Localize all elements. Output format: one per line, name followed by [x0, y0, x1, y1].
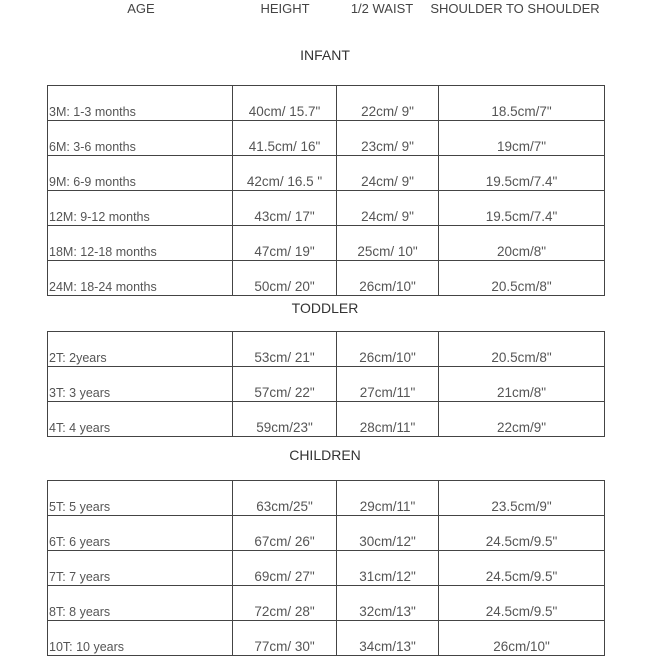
- header-age: AGE: [127, 1, 155, 16]
- size-table-infant: 3M: 1-3 months 40cm/ 15.7" 22cm/ 9" 18.5cm/…: [47, 85, 605, 296]
- section-title: TODDLER: [291, 300, 359, 316]
- shoulder-cell: 19.5cm/7.4": [438, 155, 605, 191]
- height-cell: 50cm/ 20": [232, 260, 337, 296]
- height-cell: 72cm/ 28": [232, 585, 337, 621]
- table-row: 3T: 3 years 57cm/ 22" 27cm/11" 21cm/8": [47, 366, 605, 402]
- shoulder-cell: 19.5cm/7.4": [438, 190, 605, 226]
- shoulder-cell: 21cm/8": [438, 366, 605, 402]
- height-cell: 67cm/ 26": [232, 515, 337, 551]
- age-cell: 12M: 9-12 months: [47, 190, 233, 226]
- age-cell: 7T: 7 years: [47, 550, 233, 586]
- size-table-toddler: 2T: 2years 53cm/ 21" 26cm/10" 20.5cm/8" 3T: …: [47, 331, 605, 437]
- shoulder-cell: 18.5cm/7": [438, 85, 605, 121]
- table-row: 6M: 3-6 months 41.5cm/ 16" 23cm/ 9" 19cm/7": [47, 120, 605, 156]
- shoulder-cell: 22cm/9": [438, 401, 605, 437]
- age-cell: 3T: 3 years: [47, 366, 233, 402]
- shoulder-cell: 24.5cm/9.5": [438, 550, 605, 586]
- table-row: 5T: 5 years 63cm/25" 29cm/11" 23.5cm/9": [47, 480, 605, 516]
- age-cell: 6T: 6 years: [47, 515, 233, 551]
- header-waist: 1/2 WAIST: [350, 1, 414, 16]
- waist-cell: 26cm/10": [336, 260, 439, 296]
- waist-cell: 30cm/12": [336, 515, 439, 551]
- waist-cell: 25cm/ 10": [336, 225, 439, 261]
- shoulder-cell: 23.5cm/9": [438, 480, 605, 516]
- height-cell: 53cm/ 21": [232, 331, 337, 367]
- waist-cell: 28cm/11": [336, 401, 439, 437]
- age-cell: 2T: 2years: [47, 331, 233, 367]
- table-row: 8T: 8 years 72cm/ 28" 32cm/13" 24.5cm/9.5": [47, 585, 605, 621]
- height-cell: 77cm/ 30": [232, 620, 337, 656]
- waist-cell: 32cm/13": [336, 585, 439, 621]
- age-cell: 9M: 6-9 months: [47, 155, 233, 191]
- shoulder-cell: 20.5cm/8": [438, 331, 605, 367]
- height-cell: 43cm/ 17": [232, 190, 337, 226]
- shoulder-cell: 19cm/7": [438, 120, 605, 156]
- age-cell: 6M: 3-6 months: [47, 120, 233, 156]
- waist-cell: 26cm/10": [336, 331, 439, 367]
- table-row: 18M: 12-18 months 47cm/ 19" 25cm/ 10" 20cm/…: [47, 225, 605, 261]
- table-row: 12M: 9-12 months 43cm/ 17" 24cm/ 9" 19.5cm/…: [47, 190, 605, 226]
- height-cell: 47cm/ 19": [232, 225, 337, 261]
- waist-cell: 22cm/ 9": [336, 85, 439, 121]
- header-shoulder: SHOULDER TO SHOULDER: [430, 1, 600, 16]
- height-cell: 59cm/23": [232, 401, 337, 437]
- age-cell: 18M: 12-18 months: [47, 225, 233, 261]
- waist-cell: 31cm/12": [336, 550, 439, 586]
- table-row: 2T: 2years 53cm/ 21" 26cm/10" 20.5cm/8": [47, 331, 605, 367]
- waist-cell: 24cm/ 9": [336, 155, 439, 191]
- size-table-children: 5T: 5 years 63cm/25" 29cm/11" 23.5cm/9" 6T: …: [47, 480, 605, 656]
- waist-cell: 23cm/ 9": [336, 120, 439, 156]
- age-cell: 24M: 18-24 months: [47, 260, 233, 296]
- waist-cell: 24cm/ 9": [336, 190, 439, 226]
- height-cell: 42cm/ 16.5 ": [232, 155, 337, 191]
- shoulder-cell: 20.5cm/8": [438, 260, 605, 296]
- height-cell: 57cm/ 22": [232, 366, 337, 402]
- waist-cell: 29cm/11": [336, 480, 439, 516]
- table-row: 6T: 6 years 67cm/ 26" 30cm/12" 24.5cm/9.5": [47, 515, 605, 551]
- height-cell: 69cm/ 27": [232, 550, 337, 586]
- age-cell: 3M: 1-3 months: [47, 85, 233, 121]
- table-row: 4T: 4 years 59cm/23" 28cm/11" 22cm/9": [47, 401, 605, 437]
- age-cell: 4T: 4 years: [47, 401, 233, 437]
- shoulder-cell: 24.5cm/9.5": [438, 515, 605, 551]
- shoulder-cell: 24.5cm/9.5": [438, 585, 605, 621]
- table-row: 9M: 6-9 months 42cm/ 16.5 " 24cm/ 9" 19.5cm…: [47, 155, 605, 191]
- section-title: CHILDREN: [289, 447, 361, 463]
- age-cell: 8T: 8 years: [47, 585, 233, 621]
- age-cell: 5T: 5 years: [47, 480, 233, 516]
- height-cell: 41.5cm/ 16": [232, 120, 337, 156]
- height-cell: 63cm/25": [232, 480, 337, 516]
- age-cell: 10T: 10 years: [47, 620, 233, 656]
- table-row: 10T: 10 years 77cm/ 30" 34cm/13" 26cm/10": [47, 620, 605, 656]
- shoulder-cell: 20cm/8": [438, 225, 605, 261]
- table-row: 3M: 1-3 months 40cm/ 15.7" 22cm/ 9" 18.5cm/…: [47, 85, 605, 121]
- shoulder-cell: 26cm/10": [438, 620, 605, 656]
- height-cell: 40cm/ 15.7": [232, 85, 337, 121]
- section-title: INFANT: [300, 47, 350, 63]
- header-height: HEIGHT: [260, 1, 310, 16]
- table-row: 24M: 18-24 months 50cm/ 20" 26cm/10" 20.5cm…: [47, 260, 605, 296]
- table-row: 7T: 7 years 69cm/ 27" 31cm/12" 24.5cm/9.5": [47, 550, 605, 586]
- waist-cell: 27cm/11": [336, 366, 439, 402]
- waist-cell: 34cm/13": [336, 620, 439, 656]
